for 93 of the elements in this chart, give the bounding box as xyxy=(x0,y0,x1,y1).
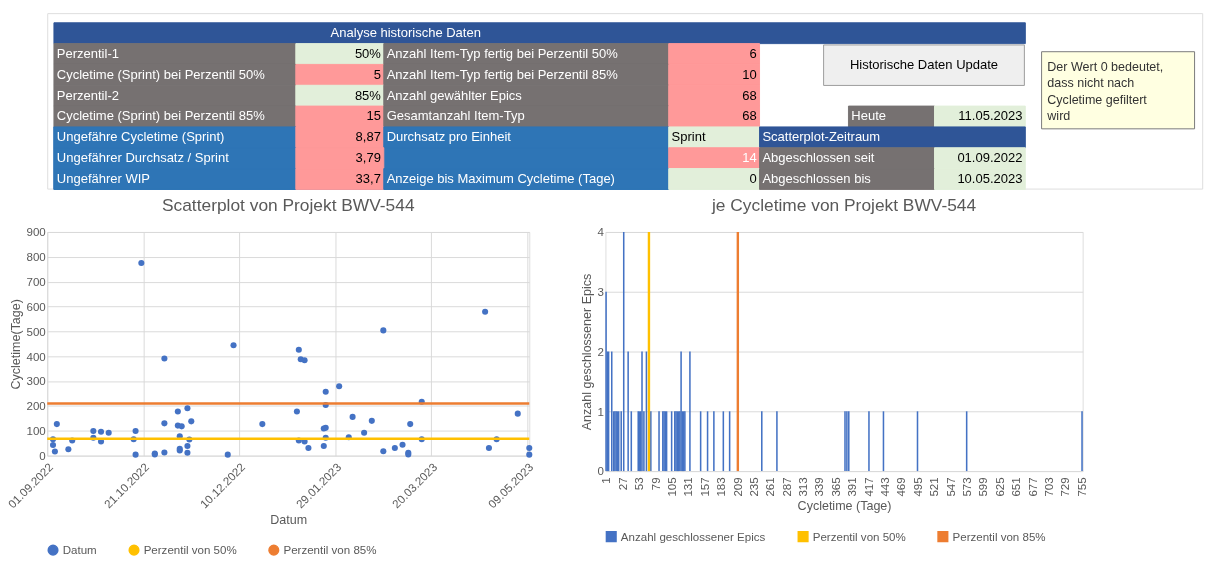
text: 68 xyxy=(742,108,757,124)
x-axis-title: Datum xyxy=(270,512,308,527)
text: Heute xyxy=(851,108,887,124)
x-tick-label: 573 xyxy=(961,477,974,497)
text: Durchsatz pro Einheit xyxy=(386,129,512,145)
text: Ungefährer Durchsatz / Sprint xyxy=(56,150,230,165)
y-tick-label: 3 xyxy=(597,286,604,299)
legend-label: Perzentil von 85% xyxy=(952,530,1046,543)
x-tick-label: 105 xyxy=(665,477,678,497)
x-tick-label: 235 xyxy=(747,477,760,497)
chart-title: je Cycletime von Projekt BWV-544 xyxy=(710,194,977,215)
x-tick-label: 547 xyxy=(944,477,957,497)
x-tick-label: 339 xyxy=(813,477,826,497)
x-tick-label: 443 xyxy=(879,477,892,497)
text: Cycletime (Sprint) bei Perzentil 85% xyxy=(56,108,266,124)
text: Perzentil-1 xyxy=(56,45,119,61)
text: 5 xyxy=(373,66,381,82)
y-tick-label: 0 xyxy=(39,450,46,462)
y-tick-label: 100 xyxy=(26,425,46,438)
text: Anzahl Item-Typ fertig bei Perzentil 50% xyxy=(386,45,619,61)
text: 0 xyxy=(749,170,757,186)
legend-label: Perzentil von 50% xyxy=(812,530,906,543)
text: 11.05.2023 xyxy=(958,108,1023,124)
text: 33,7 xyxy=(355,170,381,186)
y-tick-label: 500 xyxy=(26,325,46,338)
text: Abgeschlossen bis xyxy=(762,170,872,186)
x-tick-label: 391 xyxy=(846,477,859,497)
text: 8,87 xyxy=(355,129,381,145)
text: 6 xyxy=(749,45,757,61)
x-tick-label: 651 xyxy=(1010,477,1023,497)
text: 14 xyxy=(742,150,757,165)
legend-label: Perzentil von 50% xyxy=(143,544,237,556)
x-tick-label: 755 xyxy=(1075,477,1088,497)
y-tick-label: 2 xyxy=(597,345,604,358)
x-tick-label: 703 xyxy=(1042,477,1055,497)
text: Abgeschlossen seit xyxy=(762,150,875,165)
y-tick-label: 200 xyxy=(26,400,46,413)
y-tick-label: 900 xyxy=(26,226,46,239)
y-tick-label: 700 xyxy=(26,276,46,289)
text: 85% xyxy=(354,87,382,103)
legend-label: Perzentil von 85% xyxy=(283,544,377,556)
text: Sprint xyxy=(671,129,706,145)
text: Historische Daten Update xyxy=(849,57,999,73)
y-tick-label: 300 xyxy=(26,375,46,388)
x-tick-label: 417 xyxy=(862,477,875,497)
text: 15 xyxy=(366,108,381,124)
text: Ungefährer WIP xyxy=(56,170,150,186)
x-tick-label: 729 xyxy=(1059,477,1072,497)
x-tick-label: 313 xyxy=(797,477,810,497)
x-tick-label: 157 xyxy=(698,477,711,497)
x-tick-label: 469 xyxy=(895,477,908,497)
x-tick-label: 79 xyxy=(649,477,662,491)
x-tick-label: 599 xyxy=(977,477,990,497)
x-tick-label: 495 xyxy=(911,477,924,497)
text: 68 xyxy=(742,87,757,103)
text: 10 xyxy=(742,66,757,82)
x-tick-label: 677 xyxy=(1026,477,1039,497)
x-tick-label: 261 xyxy=(764,477,777,497)
y-tick-label: 800 xyxy=(26,251,46,264)
x-tick-label: 625 xyxy=(993,477,1006,497)
x-tick-label: 53 xyxy=(633,477,646,491)
text: 10.05.2023 xyxy=(957,170,1023,186)
legend-label: Datum xyxy=(62,544,97,556)
y-tick-label: 0 xyxy=(597,465,604,478)
y-tick-label: 400 xyxy=(26,350,46,363)
y-tick-label: 600 xyxy=(26,300,46,313)
y-tick-label: 1 xyxy=(597,405,604,418)
x-tick-label: 131 xyxy=(682,477,695,497)
text: Der Wert 0 bedeutet, dass nicht nach Cycletime gefiltert wird xyxy=(1046,59,1164,124)
x-tick-label: 521 xyxy=(928,477,941,497)
text: 01.09.2022 xyxy=(957,150,1023,165)
x-tick-label: 183 xyxy=(715,477,728,497)
text: Analyse historische Daten xyxy=(330,25,481,41)
x-tick-label: 365 xyxy=(829,477,842,497)
y-axis-title: Cycletime(Tage) xyxy=(8,299,23,390)
text: Anzahl Item-Typ fertig bei Perzentil 85% xyxy=(386,66,619,82)
text: 50% xyxy=(354,45,382,61)
text: 3,79 xyxy=(355,150,381,165)
text: Ungefähre Cycletime (Sprint) xyxy=(56,129,225,145)
x-tick-label: 27 xyxy=(616,477,629,491)
text: Perzentil-2 xyxy=(56,87,119,103)
x-tick-label: 209 xyxy=(731,477,744,497)
chart-title: Scatterplot von Projekt BWV-544 xyxy=(161,194,415,215)
text: Anzahl gewählter Epics xyxy=(386,87,523,103)
text: Cycletime (Sprint) bei Perzentil 50% xyxy=(56,66,266,82)
legend-label: Anzahl geschlossener Epics xyxy=(620,530,766,543)
y-axis-title: Anzahl geschlossener Epics xyxy=(579,273,594,431)
y-tick-label: 4 xyxy=(597,226,605,239)
text: Gesamtanzahl Item-Typ xyxy=(386,108,525,124)
x-tick-label: 287 xyxy=(780,477,793,497)
text: Scatterplot-Zeitraum xyxy=(762,129,881,145)
text: Anzeige bis Maximum Cycletime (Tage) xyxy=(386,170,615,186)
x-axis-title: Cycletime (Tage) xyxy=(797,499,892,514)
